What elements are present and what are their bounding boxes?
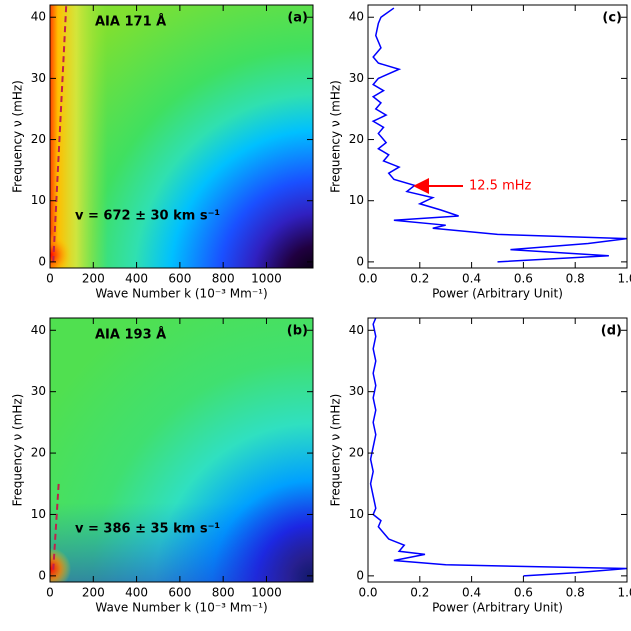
y-tick-label: 10 (31, 193, 46, 207)
y-tick-label: 10 (349, 193, 364, 207)
wavelength-label: AIA 171 Å (95, 14, 166, 30)
y-tick-label: 40 (349, 323, 364, 337)
power-spectrum (369, 318, 627, 577)
y-tick-label: 0 (38, 568, 46, 582)
heatmap-peak (50, 5, 313, 268)
y-tick-label: 20 (349, 446, 364, 460)
panel-label: (a) (287, 11, 308, 26)
x-tick-label: 200 (82, 272, 105, 286)
y-axis-label: Frequency ν (mHz) (11, 394, 25, 507)
x-tick-label: 200 (82, 586, 105, 600)
y-tick-label: 30 (31, 71, 46, 85)
y-tick-label: 20 (31, 132, 46, 146)
x-tick-label: 1.0 (617, 586, 631, 600)
y-axis-label: Frequency ν (mHz) (11, 80, 25, 193)
x-tick-label: 400 (125, 272, 148, 286)
x-tick-label: 600 (168, 272, 191, 286)
y-tick-label: 0 (356, 568, 364, 582)
y-tick-label: 40 (31, 10, 46, 24)
x-tick-label: 0.2 (410, 586, 429, 600)
y-axis-label: Frequency ν (mHz) (329, 80, 343, 193)
y-tick-label: 30 (349, 71, 364, 85)
x-tick-label: 600 (168, 586, 191, 600)
x-axis-label: Power (Arbitrary Unit) (432, 287, 563, 301)
x-tick-label: 0.6 (514, 586, 533, 600)
fit-line (52, 5, 68, 262)
x-tick-label: 1000 (251, 272, 282, 286)
y-tick-label: 0 (356, 254, 364, 268)
y-tick-label: 10 (31, 507, 46, 521)
x-tick-label: 1000 (251, 586, 282, 600)
fit-line (52, 483, 60, 570)
plot-frame (367, 317, 628, 583)
heatmap-peak (50, 318, 313, 582)
y-tick-label: 30 (349, 384, 364, 398)
y-tick-label: 40 (349, 10, 364, 24)
y-tick-label: 20 (349, 132, 364, 146)
x-tick-label: 0.8 (566, 586, 585, 600)
y-tick-label: 30 (31, 384, 46, 398)
x-tick-label: 0.2 (410, 272, 429, 286)
annotation-text: 12.5 mHz (469, 179, 532, 194)
wavelength-label: AIA 193 Å (95, 327, 166, 343)
plot-frame (367, 4, 628, 269)
x-tick-label: 0 (46, 586, 54, 600)
power-spectrum (371, 7, 627, 263)
x-tick-label: 0.0 (358, 586, 377, 600)
y-tick-label: 0 (38, 254, 46, 268)
y-axis-label: Frequency ν (mHz) (329, 394, 343, 507)
panel-label: (b) (287, 324, 308, 339)
speed-annotation: v = 672 ± 30 km s⁻¹ (75, 209, 220, 224)
y-tick-label: 20 (31, 446, 46, 460)
x-tick-label: 800 (212, 272, 235, 286)
plot-frame (49, 4, 314, 269)
x-tick-label: 1.0 (617, 272, 631, 286)
plot-frame (49, 317, 314, 583)
speed-annotation: v = 386 ± 35 km s⁻¹ (75, 522, 220, 537)
x-tick-label: 0.4 (462, 586, 481, 600)
x-tick-label: 0.4 (462, 272, 481, 286)
x-tick-label: 800 (212, 586, 235, 600)
x-axis-label: Wave Number k (10⁻³ Mm⁻¹) (95, 287, 267, 301)
x-tick-label: 0.8 (566, 272, 585, 286)
panel-label: (d) (601, 324, 622, 339)
x-tick-label: 0.6 (514, 272, 533, 286)
y-tick-label: 10 (349, 507, 364, 521)
panel-label: (c) (602, 11, 622, 26)
x-tick-label: 0.0 (358, 272, 377, 286)
x-tick-label: 0 (46, 272, 54, 286)
y-tick-label: 40 (31, 323, 46, 337)
x-axis-label: Wave Number k (10⁻³ Mm⁻¹) (95, 601, 267, 615)
x-axis-label: Power (Arbitrary Unit) (432, 601, 563, 615)
x-tick-label: 400 (125, 586, 148, 600)
